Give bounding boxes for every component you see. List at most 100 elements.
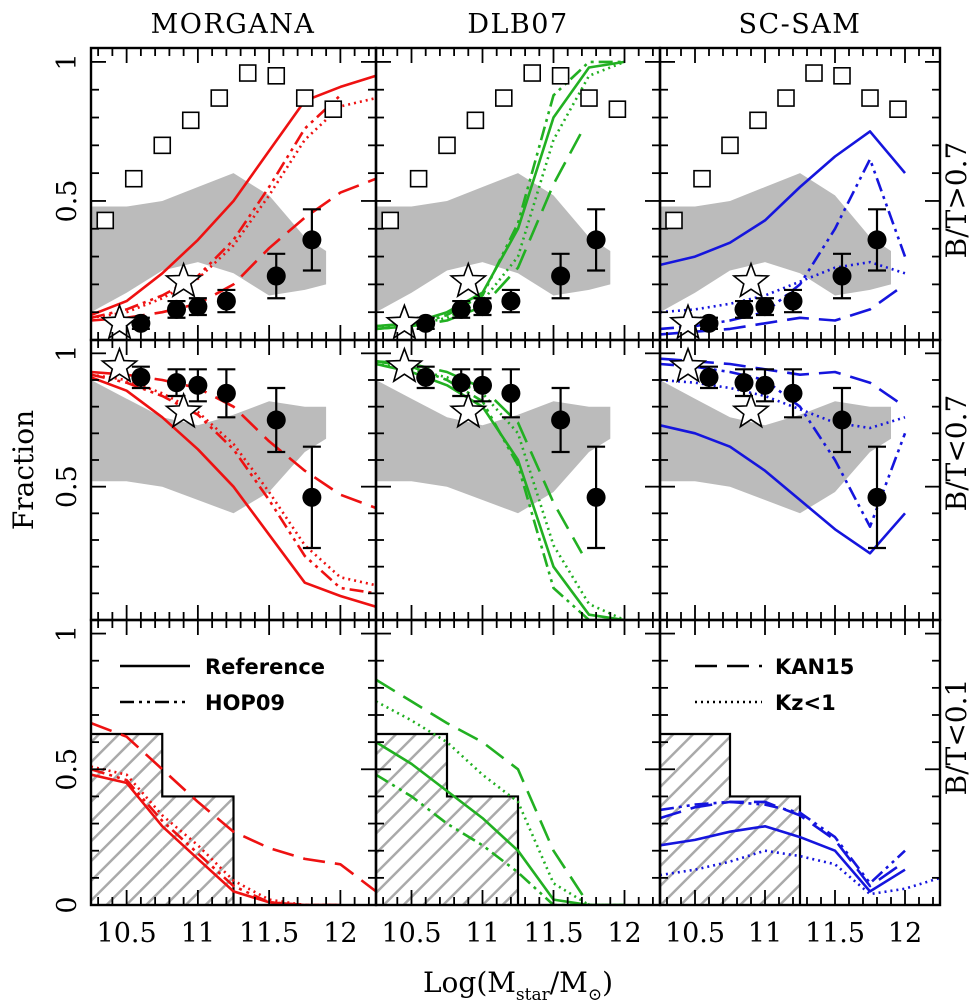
open-square-point [693, 169, 711, 188]
shaded-band [376, 173, 611, 313]
star-point [731, 261, 771, 299]
series-line [91, 96, 376, 320]
open-square-point [721, 136, 739, 155]
column-title-dlb07: DLB07 [467, 9, 568, 40]
star-point [449, 391, 488, 429]
series-line [91, 765, 341, 905]
star-point [164, 391, 203, 429]
filled-circle-point [131, 313, 151, 333]
series-line [91, 74, 376, 317]
filled-circle-point [216, 383, 236, 403]
open-square-point [777, 89, 795, 107]
y-tick-label: 0.5 [52, 748, 83, 791]
star-point [100, 302, 139, 340]
filled-circle-point [734, 373, 754, 393]
x-axis-label-main: Log(M [423, 966, 516, 999]
series-line [660, 378, 906, 430]
open-square-point [438, 136, 456, 155]
filled-circle-point [188, 375, 208, 395]
open-square-point [181, 111, 200, 130]
column-title-scsam: SC-SAM [739, 9, 862, 40]
series-line [660, 283, 906, 336]
histogram-bar [730, 796, 800, 905]
series-line [660, 800, 906, 885]
star-point [164, 261, 203, 299]
series-line [660, 800, 906, 888]
open-square-point [805, 64, 823, 82]
series-line [91, 721, 376, 893]
histogram-outline [376, 732, 520, 905]
open-square-point [267, 67, 286, 85]
x-tick-label: 11.5 [523, 918, 583, 949]
x-tick-label: 12 [323, 918, 357, 949]
open-square-point [381, 211, 400, 230]
filled-circle-point [302, 230, 322, 250]
open-square-point [494, 89, 513, 107]
series-line [376, 60, 625, 328]
filled-circle-point [699, 313, 719, 333]
filled-circle-point [216, 291, 236, 311]
filled-circle-point [473, 375, 492, 395]
open-square-point [96, 211, 115, 230]
open-square-point [409, 169, 428, 188]
labels: MORGANA DLB07 SC-SAM B/T>0.7 B/T<0.7 B/T… [7, 9, 973, 1004]
x-tick-label: 10.5 [665, 918, 725, 949]
filled-circle-point [451, 299, 471, 319]
filled-circle-point [832, 266, 852, 286]
star-point [449, 261, 488, 299]
series-line [91, 376, 376, 608]
filled-circle-point [501, 291, 521, 311]
panel-frames [89, 46, 942, 907]
histograms [91, 732, 802, 905]
x-tick-label: 11 [181, 918, 215, 949]
filled-circle-point [266, 410, 286, 430]
open-square-point [889, 100, 907, 118]
open-square-point [749, 111, 767, 130]
filled-circle-point [131, 367, 151, 387]
y-tick-label: 1 [52, 53, 83, 70]
histogram-outline [660, 732, 802, 905]
shaded-band [376, 380, 611, 514]
shaded-band [91, 380, 327, 514]
series-line [660, 130, 906, 267]
y-tick-label: 0 [52, 896, 83, 913]
open-square-point [551, 67, 570, 85]
y-axis-label: Fraction [7, 410, 40, 530]
open-square-point [238, 64, 257, 82]
open-square-point [210, 89, 229, 107]
filled-circle-point [867, 487, 887, 507]
shaded-band [91, 173, 327, 313]
row-label-middle: B/T<0.7 [940, 395, 973, 512]
row-label-top: B/T>0.7 [940, 142, 973, 259]
legend-label-kan15: KAN15 [775, 655, 854, 679]
x-tick-label: 11 [748, 918, 782, 949]
filled-circle-point [167, 299, 186, 319]
histogram-bar [91, 734, 163, 905]
series-line [376, 360, 625, 620]
filled-circle-point [551, 410, 571, 430]
star-point [385, 346, 424, 384]
axis-ticks [91, 48, 940, 905]
open-square-point [861, 89, 879, 107]
filled-circle-point [699, 367, 719, 387]
x-tick-label: 11.5 [239, 918, 299, 949]
x-axis-label: Log(Mstar/M⊙) [423, 966, 613, 1004]
x-axis-label-mid: /M [550, 966, 588, 999]
histogram-bar [660, 734, 730, 905]
open-square-point [833, 67, 851, 85]
x-tick-label: 11.5 [805, 918, 865, 949]
filled-circle-point [586, 487, 606, 507]
x-axis-label-end: ) [602, 966, 613, 999]
filled-circle-point [416, 313, 436, 333]
filled-circle-point [188, 297, 208, 317]
series-line [91, 94, 342, 320]
y-tick-label: 0.5 [52, 180, 83, 223]
filled-circle-point [451, 373, 471, 393]
filled-circle-point [867, 230, 887, 250]
column-title-morgana: MORGANA [151, 9, 316, 40]
open-square-point [153, 136, 172, 155]
legend: Reference HOP09 KAN15 Kz<1 [120, 655, 854, 715]
histogram-bar [447, 796, 518, 905]
y-tick-label: 0.5 [52, 465, 83, 508]
